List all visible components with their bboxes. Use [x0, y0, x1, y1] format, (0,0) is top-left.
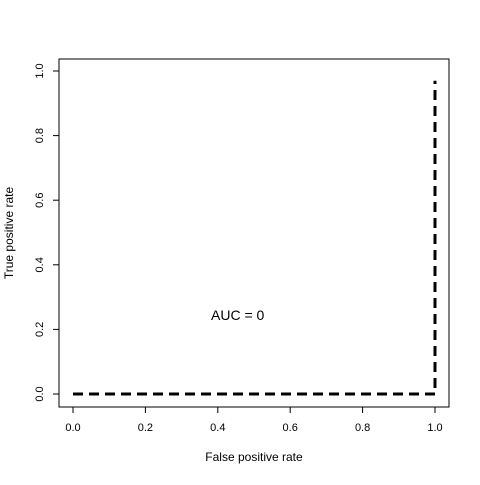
roc-curve-line — [73, 80, 437, 396]
y-tick-label: 0.2 — [34, 322, 46, 337]
annotation-layer: AUC = 0 — [211, 307, 265, 323]
x-axis: 0.0 0.2 0.4 0.6 0.8 1.0 — [65, 406, 443, 434]
plot-frame — [58, 58, 450, 408]
x-tick-label: 0.8 — [355, 422, 370, 434]
series-layer — [73, 80, 437, 396]
x-axis-label: False positive rate — [205, 450, 303, 464]
y-axis: 0.0 0.2 0.4 0.6 0.8 1.0 — [34, 63, 60, 402]
x-tick-label: 0.2 — [138, 422, 153, 434]
y-tick-label: 0.0 — [34, 386, 46, 401]
x-tick-label: 0.4 — [210, 422, 225, 434]
y-tick-label: 0.8 — [34, 128, 46, 143]
auc-annotation: AUC = 0 — [211, 307, 265, 323]
x-tick-label: 0.6 — [283, 422, 298, 434]
y-tick-label: 0.6 — [34, 193, 46, 208]
x-tick-label: 0.0 — [65, 422, 80, 434]
x-tick-label: 1.0 — [427, 422, 442, 434]
y-axis-label: True positive rate — [2, 187, 16, 280]
y-tick-label: 0.4 — [34, 257, 46, 272]
y-tick-label: 1.0 — [34, 63, 46, 78]
